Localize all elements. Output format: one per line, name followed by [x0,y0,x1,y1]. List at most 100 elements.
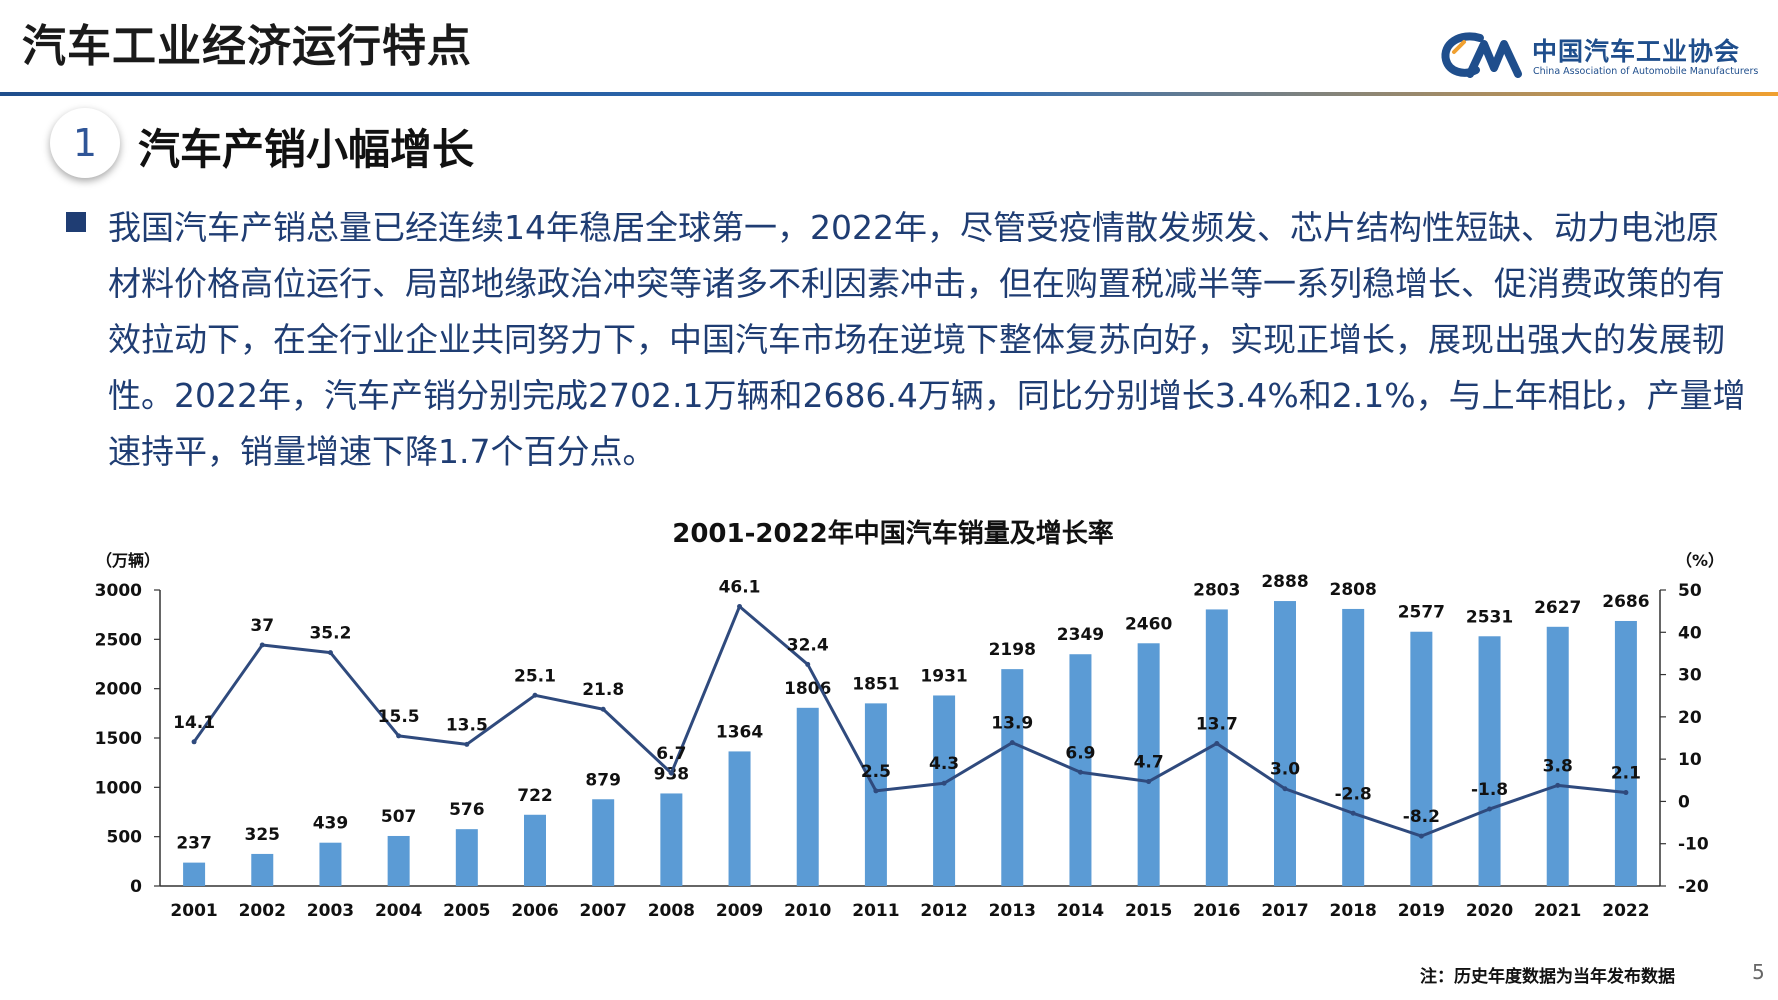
x-tick-label: 2009 [716,901,763,921]
growth-rate-point [191,739,197,745]
right-axis-unit: （%） [1676,551,1724,570]
growth-rate-label: 4.3 [929,754,959,774]
caam-logo: 中国汽车工业协会 China Association of Automobile… [1440,22,1760,84]
x-tick-label: 2022 [1602,901,1649,921]
sales-bar-label: 722 [517,786,553,806]
chart-title: 2001-2022年中国汽车销量及增长率 [672,518,1114,549]
x-tick-label: 2020 [1466,901,1513,921]
sales-bar-label: 576 [449,800,485,820]
sales-bar [1274,601,1296,886]
right-tick-label: 20 [1678,708,1702,728]
sales-bar-label: 2808 [1330,580,1377,600]
sales-bar-label: 2198 [989,640,1036,660]
growth-rate-label: 46.1 [719,577,761,597]
right-tick-label: 0 [1678,792,1690,812]
growth-rate-point [805,661,811,667]
sales-chart: 2001-2022年中国汽车销量及增长率 （万辆） （%） 0 500 1000 1500 2… [0,500,1778,1000]
x-tick-label: 2017 [1261,901,1308,921]
sales-bar [251,853,274,886]
header-divider [0,92,1778,96]
growth-rate-label: 3.0 [1270,760,1300,780]
sales-bar [796,707,819,886]
sales-bar [1001,669,1024,886]
sales-bar-label: 439 [313,814,349,834]
sales-bar [592,799,615,886]
sales-bar [1546,626,1569,886]
growth-rate-point [1282,786,1288,792]
sales-bar [728,751,751,886]
growth-rate-point [396,733,402,739]
sales-bar [1342,608,1365,886]
sales-bar-label: 2803 [1193,580,1240,600]
x-tick-label: 2002 [239,901,286,921]
growth-rate-label: -8.2 [1403,807,1440,827]
left-tick-label: 2000 [95,680,142,700]
sales-bar-label: 2888 [1261,572,1308,592]
growth-rate-point [1350,810,1356,816]
growth-rate-point [1418,833,1424,839]
x-tick-label: 2006 [511,901,558,921]
growth-rate-label: 14.1 [173,713,215,733]
sales-bar [455,829,478,886]
sales-bar-label: 237 [176,834,212,854]
sales-bar [1137,643,1160,886]
left-tick-label: 2500 [95,630,142,650]
x-tick-label: 2011 [852,901,899,921]
right-tick-label: 40 [1678,623,1702,643]
growth-rate-label: -1.8 [1471,780,1508,800]
sales-bar [387,835,410,886]
sales-bar [933,695,956,886]
x-tick-label: 2019 [1398,901,1445,921]
sales-bar [319,842,342,886]
sales-bar-label: 2577 [1398,603,1445,623]
sales-bar-label: 2627 [1534,598,1581,618]
growth-rate-label: 13.5 [446,715,488,735]
x-tick-label: 2016 [1193,901,1240,921]
growth-rate-label: 6.7 [656,744,686,764]
sales-bar [1614,620,1637,886]
sales-chart-svg: 2001-2022年中国汽车销量及增长率（万辆） （%）0500100015002… [95,518,1724,921]
growth-rate-point [1214,740,1220,746]
sales-bar-label: 325 [245,825,281,845]
growth-rate-label: 6.9 [1065,743,1095,763]
growth-rate-label: 13.7 [1196,714,1238,734]
x-tick-label: 2018 [1330,901,1377,921]
left-tick-label: 500 [107,828,143,848]
square-bullet-icon [66,212,86,232]
growth-rate-point [1555,782,1561,788]
sales-bar-label: 1851 [852,674,899,694]
sales-bar [1205,609,1228,886]
sales-bar-label: 2531 [1466,607,1513,627]
x-tick-label: 2021 [1534,901,1581,921]
sales-bar [1478,636,1501,886]
growth-rate-label: -2.8 [1335,784,1372,804]
growth-rate-label: 37 [250,616,274,636]
logo-chinese-name: 中国汽车工业协会 [1532,37,1741,66]
sales-bar-label: 2349 [1057,625,1104,645]
growth-rate-line [192,604,1627,838]
growth-rate-label: 13.9 [991,714,1033,734]
sales-bar-label: 1931 [920,666,967,686]
left-tick-label: 1000 [95,778,142,798]
growth-rate-label: 21.8 [582,680,624,700]
growth-rate-point [668,770,674,776]
x-tick-label: 2003 [307,901,354,921]
section-title: 汽车产销小幅增长 [138,125,475,174]
growth-rate-point [327,650,333,656]
growth-rate-point [1077,769,1083,775]
left-tick-label: 3000 [95,581,142,601]
x-tick-label: 2008 [648,901,695,921]
growth-rate-label: 15.5 [378,707,420,727]
page-header: 汽车工业经济运行特点 中国汽车工业协会 China Association of… [0,0,1778,96]
right-tick-label: 30 [1678,666,1702,686]
growth-rate-point [1146,779,1152,785]
left-tick-label: 0 [130,877,142,897]
sales-bar [864,703,887,886]
left-axis-unit: （万辆） [96,551,160,570]
growth-rate-label: 4.7 [1134,753,1164,773]
sales-bar-label: 2686 [1602,592,1649,612]
growth-rate-label: 25.1 [514,666,556,686]
right-tick-label: -20 [1678,877,1709,897]
x-tick-label: 2004 [375,901,422,921]
growth-rate-point [1009,740,1015,746]
